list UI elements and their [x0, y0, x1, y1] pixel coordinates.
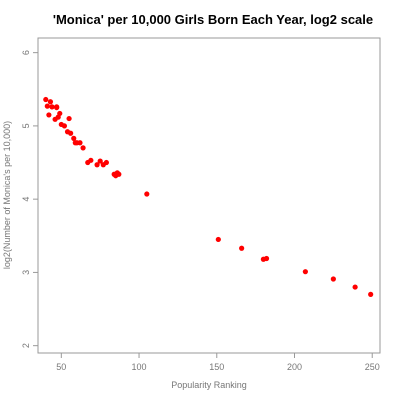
- data-point: [263, 255, 270, 262]
- data-points: [43, 96, 374, 297]
- x-tick-label: 100: [132, 362, 147, 372]
- y-tick-label: 4: [21, 197, 31, 202]
- data-point: [44, 103, 50, 109]
- x-tick-label: 200: [287, 362, 302, 372]
- x-tick-label: 250: [365, 362, 380, 372]
- data-point: [88, 157, 94, 163]
- data-point: [94, 162, 100, 168]
- data-point: [61, 123, 68, 129]
- y-axis-label: log2(Number of Monica's per 10,000): [2, 121, 12, 269]
- data-point: [368, 291, 374, 297]
- plot-frame: [37, 37, 381, 354]
- chart-title: 'Monica' per 10,000 Girls Born Each Year…: [53, 12, 373, 27]
- y-tick-label: 6: [21, 50, 31, 55]
- data-point: [68, 130, 74, 136]
- data-point: [330, 276, 336, 282]
- data-point: [239, 245, 245, 251]
- y-tick-label: 2: [21, 343, 31, 348]
- data-point: [49, 104, 55, 110]
- data-point: [116, 171, 122, 177]
- x-axis: 50 100 150 200 250: [56, 353, 380, 372]
- data-point: [43, 96, 49, 103]
- y-tick-label: 5: [21, 123, 31, 128]
- x-axis-label: Popularity Ranking: [171, 380, 247, 390]
- data-point: [66, 115, 72, 122]
- data-point: [46, 112, 52, 118]
- x-tick-label: 150: [209, 362, 224, 372]
- data-point: [352, 284, 358, 290]
- x-tick-label: 50: [56, 362, 66, 372]
- y-axis: 2 3 4 5 6: [21, 50, 38, 348]
- y-tick-label: 3: [21, 270, 31, 275]
- data-point: [80, 145, 86, 151]
- data-point: [144, 191, 150, 197]
- data-point: [54, 104, 60, 111]
- data-point: [215, 236, 221, 243]
- data-point: [57, 110, 63, 117]
- data-point: [103, 159, 109, 166]
- data-point: [302, 269, 308, 275]
- data-point: [71, 135, 77, 141]
- data-point: [97, 158, 103, 164]
- data-point: [47, 99, 54, 105]
- data-point: [77, 140, 83, 146]
